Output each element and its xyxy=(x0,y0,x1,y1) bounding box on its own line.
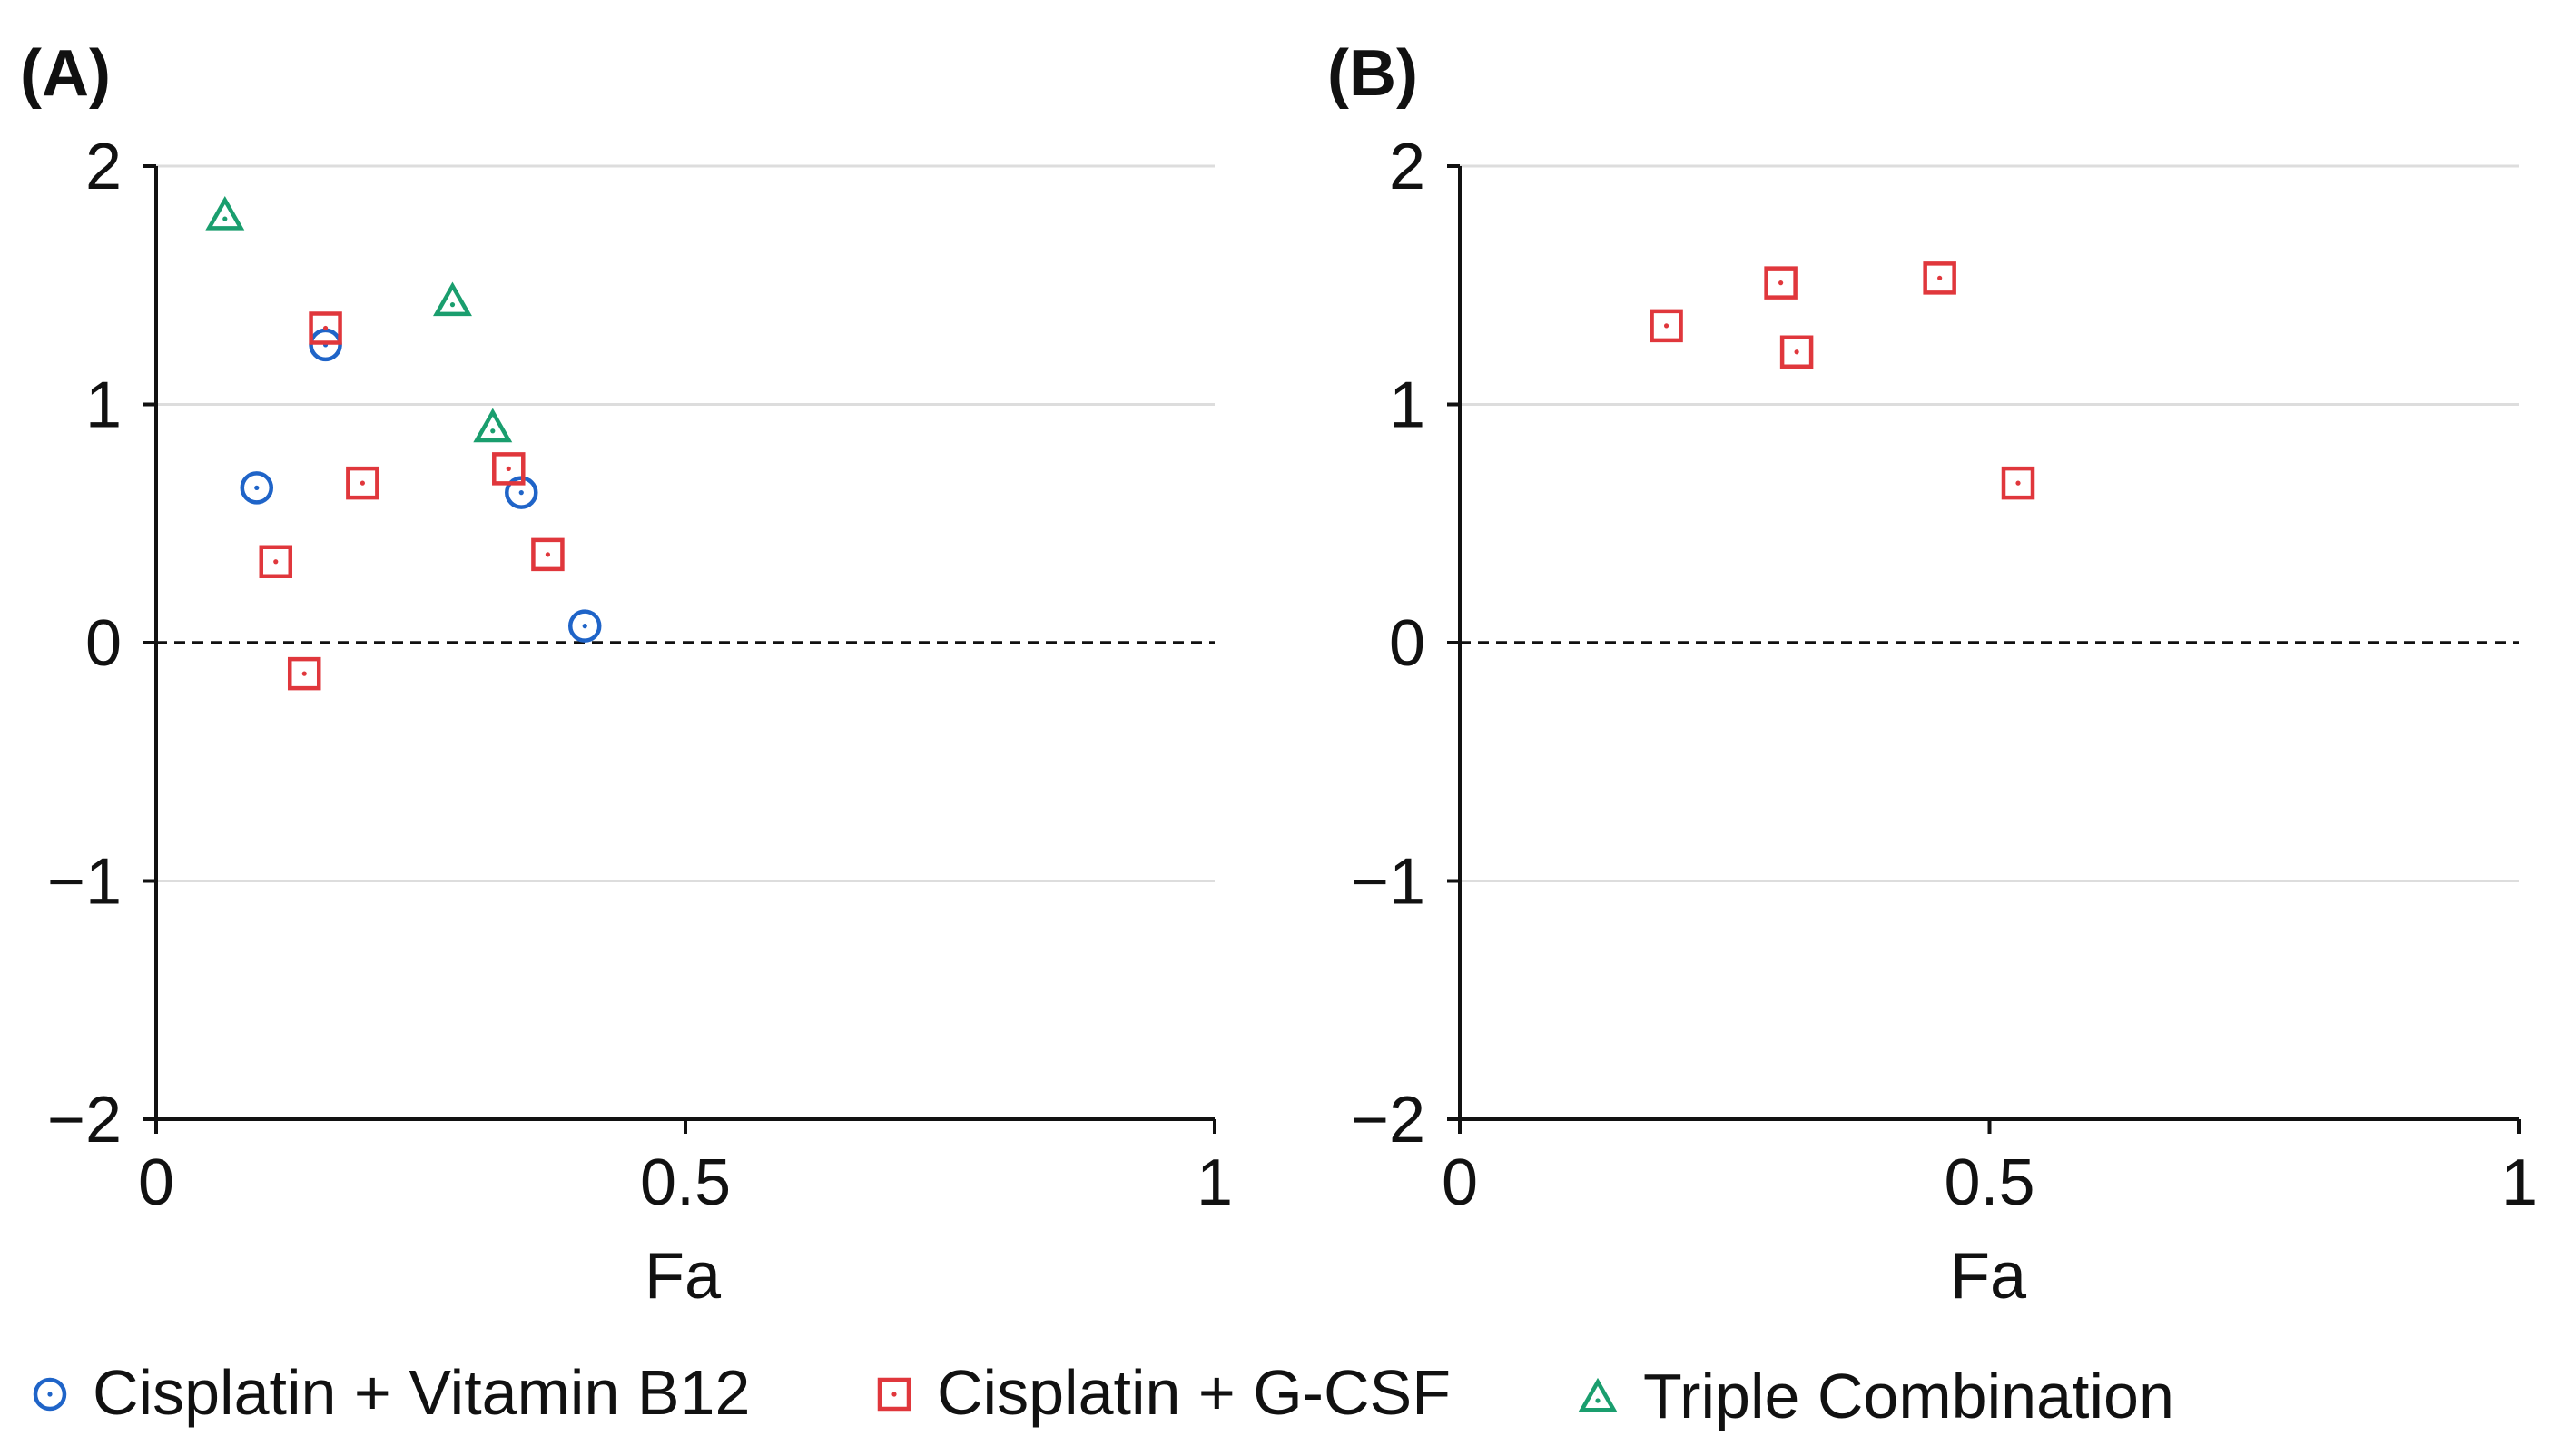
x-tick-label: 1 xyxy=(1197,1146,1233,1219)
data-points xyxy=(1650,261,2035,500)
y-tick-label: 0 xyxy=(85,607,122,680)
data-point-square xyxy=(1650,309,1683,343)
x-tick-label: 0 xyxy=(138,1146,174,1219)
tick-labels: 210−1−20 0.5 1 xyxy=(47,131,1233,1219)
y-tick-label: 0 xyxy=(1389,607,1425,680)
legend-marker-shape-center xyxy=(47,1392,53,1397)
data-point-triangle xyxy=(433,281,472,317)
x-tick-label: 0 xyxy=(1442,1146,1478,1219)
legend-marker-triangle xyxy=(1578,1377,1618,1412)
data-point-triangle-center xyxy=(222,216,228,221)
data-point-square-center xyxy=(1937,275,1943,280)
data-point-triangle xyxy=(205,195,245,231)
data-point-square xyxy=(492,452,526,486)
gridlines xyxy=(1460,164,2519,882)
legend-label: Cisplatin + G-CSF xyxy=(937,1357,1451,1428)
data-point-square-center xyxy=(2015,480,2021,486)
legend-item-g-csf: Cisplatin + G-CSF xyxy=(877,1357,1451,1428)
x-axis-label-a: Fa xyxy=(645,1240,722,1313)
data-point-square-center xyxy=(322,325,329,331)
y-tick-label: −2 xyxy=(1351,1084,1425,1156)
y-tick-label: −1 xyxy=(1351,846,1425,919)
legend-marker-shape-center xyxy=(1595,1398,1601,1403)
data-point-circle-center xyxy=(254,485,260,490)
data-point-square xyxy=(259,545,293,578)
legend-label: Triple Combination xyxy=(1643,1361,2174,1431)
legend: Cisplatin + Vitamin B12 Cisplatin + G-CS… xyxy=(33,1357,2174,1431)
legend-marker-shape xyxy=(877,1377,911,1412)
data-point-square xyxy=(1764,266,1798,300)
y-tick-label: 1 xyxy=(85,369,122,442)
data-point-square xyxy=(309,311,342,345)
data-point-square-center xyxy=(1663,323,1669,329)
axes xyxy=(1447,164,2521,1134)
y-tick-label: 2 xyxy=(85,131,122,203)
data-point-square-center xyxy=(360,480,365,486)
data-point-square xyxy=(1779,335,1814,369)
legend-item-triple: Triple Combination xyxy=(1578,1361,2174,1431)
x-tick-label: 0.5 xyxy=(1944,1146,2034,1219)
data-point-square xyxy=(346,466,379,500)
data-point-square-center xyxy=(545,552,551,557)
data-point-square-center xyxy=(506,466,511,471)
legend-item-vitamin-b12: Cisplatin + Vitamin B12 xyxy=(33,1357,750,1428)
data-point-circle xyxy=(240,471,274,505)
legend-label: Cisplatin + Vitamin B12 xyxy=(93,1357,750,1428)
panel-label-a: (A) xyxy=(20,37,111,110)
data-point-square-center xyxy=(273,559,279,565)
legend-marker-circle xyxy=(33,1377,67,1412)
data-point-triangle-center xyxy=(490,428,496,434)
y-tick-label: −1 xyxy=(47,846,122,919)
legend-marker-shape xyxy=(1578,1377,1618,1412)
axes xyxy=(143,164,1216,1134)
panel-b: (B) 210−1−20 0.5 1 Fa xyxy=(1327,37,2537,1313)
legend-marker-shape-center xyxy=(891,1392,897,1397)
data-point-square xyxy=(287,656,321,691)
data-points xyxy=(205,195,602,691)
legend-marker-square xyxy=(877,1377,911,1412)
tick-labels: 210−1−20 0.5 1 xyxy=(1351,131,2537,1219)
gridlines xyxy=(156,164,1215,882)
data-point-circle-center xyxy=(582,624,587,629)
x-axis-label-b: Fa xyxy=(1950,1240,2027,1313)
data-point-circle-center xyxy=(518,490,524,496)
y-tick-label: 1 xyxy=(1389,369,1425,442)
panel-a: (A) 210−1−20 0.5 1 Fa xyxy=(20,37,1233,1313)
data-point-square xyxy=(2001,466,2035,500)
panel-label-b: (B) xyxy=(1327,37,1418,110)
x-tick-label: 0.5 xyxy=(640,1146,731,1219)
data-point-triangle xyxy=(473,408,513,443)
data-point-circle xyxy=(567,609,602,643)
data-point-square-center xyxy=(1778,280,1784,286)
y-tick-label: −2 xyxy=(47,1084,122,1156)
data-point-square-center xyxy=(1794,349,1799,355)
data-point-triangle-center xyxy=(449,302,456,308)
data-point-square xyxy=(1923,261,1956,295)
data-point-square-center xyxy=(301,671,307,676)
y-tick-label: 2 xyxy=(1389,131,1425,203)
x-tick-label: 1 xyxy=(2501,1146,2537,1219)
legend-marker-shape xyxy=(33,1377,67,1412)
data-point-square xyxy=(531,537,565,572)
